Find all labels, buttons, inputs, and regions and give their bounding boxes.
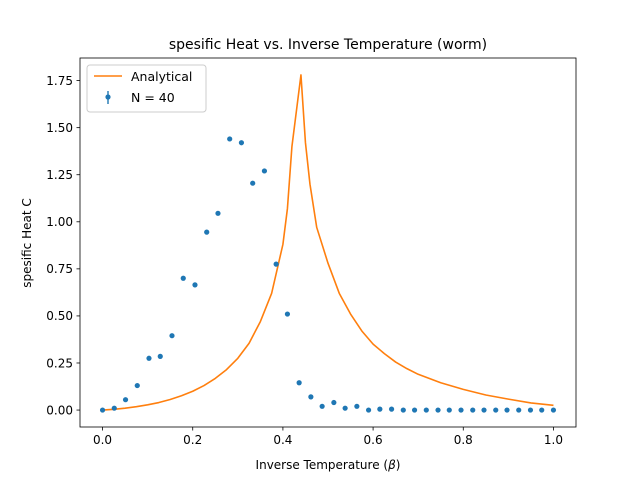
series-n40-point (204, 229, 210, 235)
series-n40-point (481, 407, 487, 413)
x-tick-label: 0.8 (454, 433, 473, 447)
series-n40-point (169, 333, 175, 339)
x-axis-ticks: 0.0 0.2 0.4 0.6 0.8 1.0 (93, 427, 563, 447)
series-n40-point (377, 406, 383, 412)
series-n40-point (250, 180, 256, 186)
plot-frame (79, 57, 577, 428)
legend: Analytical N = 40 (86, 64, 207, 113)
series-n40-point (180, 275, 186, 281)
series-n40-point (157, 353, 163, 359)
series-n40-point (400, 407, 406, 413)
x-tick-label: 0.6 (364, 433, 383, 447)
series-n40-point (539, 407, 545, 413)
x-tick-label: 0.0 (93, 433, 112, 447)
x-axis-label-text: Inverse Temperature ( (256, 458, 389, 472)
series-n40-point (354, 403, 360, 409)
series-n40-point (493, 407, 499, 413)
x-axis-label: Inverse Temperature (β) (256, 458, 401, 472)
series-n40-point (146, 355, 152, 361)
series-n40-point (99, 407, 106, 413)
plot-layer (99, 74, 557, 413)
y-axis-label: spesific Heat C (20, 198, 34, 287)
x-tick-label: 0.4 (273, 433, 292, 447)
y-tick-label: 1.75 (46, 74, 73, 88)
series-n40-point (134, 382, 140, 389)
series-n40-point (550, 407, 557, 413)
y-tick-label: 0.00 (46, 403, 73, 417)
series-n40-point (458, 407, 464, 413)
x-tick-label: 0.2 (183, 433, 202, 447)
y-axis-ticks: 0.00 0.25 0.50 0.75 1.00 1.25 1.50 1.75 (46, 74, 80, 417)
series-n40-point (446, 407, 452, 413)
y-tick-label: 1.25 (46, 168, 73, 182)
series-n40-point (435, 407, 441, 413)
series-n40-point (296, 380, 302, 386)
series-n40-point (470, 407, 476, 413)
y-tick-label: 0.25 (46, 356, 73, 370)
series-n40-point (215, 210, 221, 216)
y-tick-label: 1.00 (46, 215, 73, 229)
series-n40-point (284, 311, 291, 317)
series-n40-point (423, 407, 429, 413)
series-analytical-line (102, 74, 554, 411)
y-tick-label: 1.50 (46, 121, 73, 135)
x-axis-label-close: ) (396, 458, 401, 472)
series-n40-point (227, 136, 233, 142)
series-n40-point (192, 282, 198, 288)
x-tick-label: 1.0 (544, 433, 563, 447)
series-n40-point (319, 403, 325, 409)
series-n40-point (261, 168, 268, 174)
series-n40-point (308, 394, 314, 400)
series-n40-point (111, 405, 117, 411)
series-n40-point (342, 405, 348, 411)
series-n40-point (238, 140, 245, 146)
legend-analytical-label: Analytical (131, 69, 192, 84)
x-axis-label-symbol: β (387, 458, 396, 472)
series-n40-point (504, 407, 510, 413)
y-tick-label: 0.50 (46, 309, 73, 323)
series-n40-point (273, 261, 279, 267)
series-n40-point (516, 407, 522, 413)
legend-n40-label: N = 40 (131, 90, 175, 105)
series-n40-point (411, 407, 418, 413)
legend-n40-marker (105, 94, 111, 100)
series-n40-point (527, 407, 534, 413)
chart-title: spesific Heat vs. Inverse Temperature (w… (169, 37, 487, 53)
series-n40-point (331, 399, 337, 406)
y-tick-label: 0.75 (46, 262, 73, 276)
series-n40-point (388, 406, 395, 412)
series-n40-point (122, 397, 129, 403)
series-n40-point (365, 407, 372, 413)
legend-n40-swatch (105, 91, 111, 104)
